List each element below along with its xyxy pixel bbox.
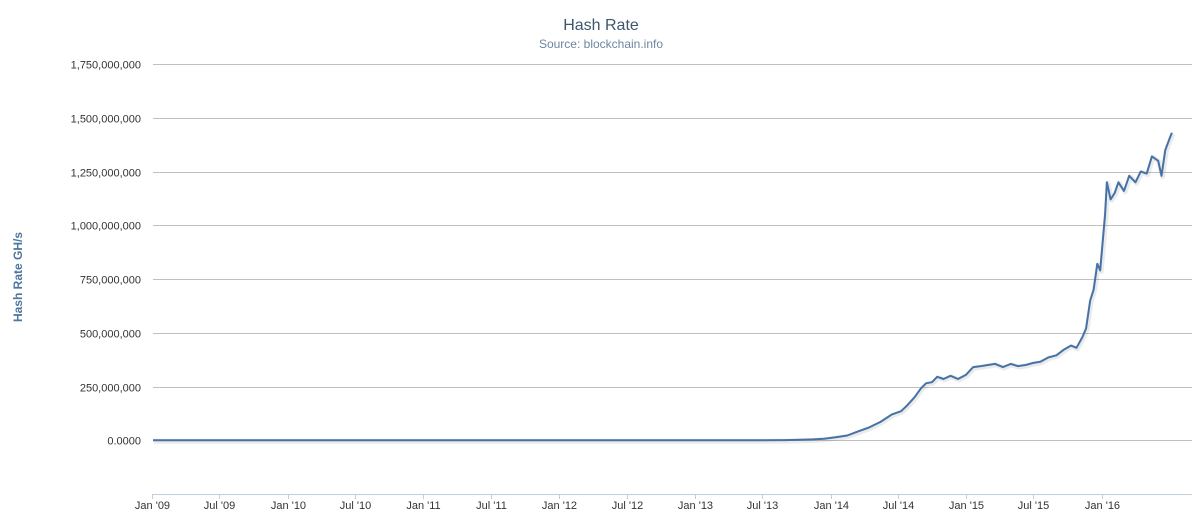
- x-tick-label: Jan '14: [814, 500, 849, 512]
- series-shadow: [154, 132, 1176, 444]
- y-tick-label: 1,000,000,000: [71, 221, 141, 233]
- chart-subtitle: Source: blockchain.info: [539, 37, 663, 51]
- x-tick-label: Jan '11: [406, 500, 440, 512]
- x-tick-label: Jul '09: [204, 500, 235, 512]
- y-tick-label: 500,000,000: [80, 329, 141, 341]
- x-tick-label: Jan '13: [678, 500, 713, 512]
- x-tick-label: Jan '12: [542, 500, 577, 512]
- x-tick-label: Jul '15: [1018, 500, 1049, 512]
- gridlines: [153, 64, 1192, 441]
- x-tick-label: Jan '16: [1085, 500, 1120, 512]
- chart-title: Hash Rate: [563, 17, 639, 34]
- x-tick-label: Jul '11: [476, 500, 507, 512]
- x-axis-ticks: Jan '09 Jul '09 Jan '10 Jul '10 Jan '11 Jul '…: [135, 494, 1192, 512]
- y-axis-label: Hash Rate GH/s: [11, 232, 25, 322]
- y-tick-label: 1,500,000,000: [71, 114, 141, 126]
- y-tick-label: 1,750,000,000: [71, 60, 141, 72]
- y-axis-ticks: 0.0000 250,000,000 500,000,000 750,000,000 1…: [71, 60, 141, 448]
- y-tick-label: 250,000,000: [80, 383, 141, 395]
- x-tick-label: Jan '09: [135, 500, 170, 512]
- x-tick-label: Jul '13: [747, 500, 778, 512]
- x-tick-label: Jan '10: [271, 500, 306, 512]
- series-layer: [153, 132, 1176, 444]
- hash-rate-series-line: [153, 132, 1173, 442]
- x-tick-label: Jul '14: [883, 500, 914, 512]
- x-tick-label: Jan '15: [949, 500, 984, 512]
- x-tick-label: Jul '10: [340, 500, 371, 512]
- x-tick-label: Jul '12: [612, 500, 643, 512]
- y-tick-label: 750,000,000: [80, 275, 141, 287]
- y-tick-label: 1,250,000,000: [71, 168, 141, 180]
- y-tick-label: 0.0000: [107, 436, 141, 448]
